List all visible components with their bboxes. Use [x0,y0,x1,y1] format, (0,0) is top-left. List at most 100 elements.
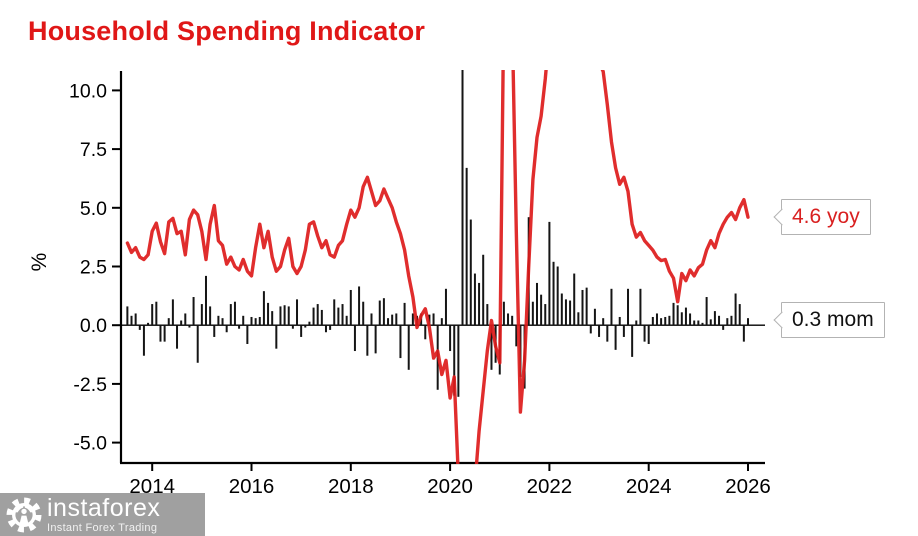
mom-bar [618,316,621,326]
x-tick-label: 2024 [626,475,672,498]
mom-bar [279,306,282,326]
mom-bar [453,325,456,396]
x-tick-label: 2026 [725,475,771,498]
mom-bar [134,313,137,326]
mom-bar [296,299,299,326]
mom-bar [635,320,638,326]
mom-bar [184,313,187,326]
mom-bar-series [126,70,749,397]
mom-bar [267,302,270,326]
mom-bar [701,322,704,326]
mom-bar [440,318,443,326]
mom-bar [130,315,133,326]
mom-bar [593,308,596,326]
mom-bar [693,320,696,326]
mom-bar [511,315,514,326]
mom-bar [639,288,642,326]
mom-bar [689,313,692,326]
mom-bar [341,304,344,326]
mom-bar [560,293,563,326]
mom-bar [320,309,323,326]
instaforex-gear-icon [6,497,42,532]
mom-bar [486,304,489,326]
mom-bar [163,325,166,342]
mom-bar [358,286,361,326]
mom-bar [531,301,534,326]
mom-bar [283,305,286,326]
mom-bar [655,313,658,326]
mom-bar [300,325,303,337]
mom-bar [196,325,199,363]
y-tick-label: 0.0 [80,315,107,337]
mom-bar [713,311,716,326]
mom-bar [324,325,327,333]
mom-bar [171,299,174,326]
mom-bar [552,261,555,326]
mom-bar [660,318,663,326]
mom-bar [258,316,261,326]
mom-bar [233,301,236,326]
mom-bar [142,325,145,356]
x-tick-label: 2022 [527,475,573,498]
mom-bar [225,325,228,333]
y-tick-label: -2.5 [73,374,107,396]
mom-bar [349,289,352,326]
mom-bar [726,318,729,326]
mom-bar [585,287,588,326]
mom-bar [490,325,493,370]
yoy-line-series [125,70,750,464]
mom-bar [151,304,154,326]
mom-bar [291,325,294,329]
mom-bar [200,304,203,326]
mom-bar [432,313,435,326]
instaforex-watermark: instaforex Instant Forex Trading [0,493,205,536]
mom-bar [366,325,369,356]
mom-bar [573,273,576,326]
mom-bar [229,304,232,326]
yoy-line [125,70,750,464]
mom-bar [482,254,485,326]
mom-bar [246,325,249,344]
mom-bar [126,306,129,326]
mom-bar [469,219,472,326]
mom-bar [399,325,402,359]
mom-bar [478,282,481,326]
mom-bar [345,315,348,326]
mom-bar [209,306,212,326]
mom-bar [697,320,700,326]
x-tick-label: 2014 [129,475,175,498]
mom-bar [598,325,601,337]
mom-bar [271,311,274,326]
mom-bar [747,318,749,326]
mom-bar [167,318,170,326]
mom-bar [548,221,551,326]
mom-bar [312,307,315,326]
mom-bar [564,299,567,326]
y-tick-label: 5.0 [80,198,107,220]
mom-bar [217,315,220,326]
mom-bar [647,325,650,344]
mom-bar [676,305,679,326]
mom-bar [370,313,373,326]
tick-labels: 10.0 7.5 5.0 2.5 0.0 -2.5 -5.0 2014 2016 2018 2020… [69,80,771,498]
mom-bar [374,325,377,354]
mom-bar [709,319,712,326]
mom-bar [287,306,290,326]
mom-bar [535,282,538,326]
x-tick-label: 2016 [229,475,275,498]
mom-bar [147,322,150,326]
mom-bar [602,318,605,326]
mom-bar [262,291,265,326]
mom-callout-label: 0.3 mom [792,308,874,331]
mom-bar [242,315,245,326]
mom-bar [705,297,708,326]
mom-bar [382,298,385,326]
mom-bar [250,316,253,326]
yoy-value-callout: 4.6 yoy [781,199,871,235]
mom-bar [614,325,617,350]
mom-bar [507,313,510,326]
mom-bar [722,325,725,330]
mom-bar [680,312,683,326]
mom-bar [465,167,468,326]
